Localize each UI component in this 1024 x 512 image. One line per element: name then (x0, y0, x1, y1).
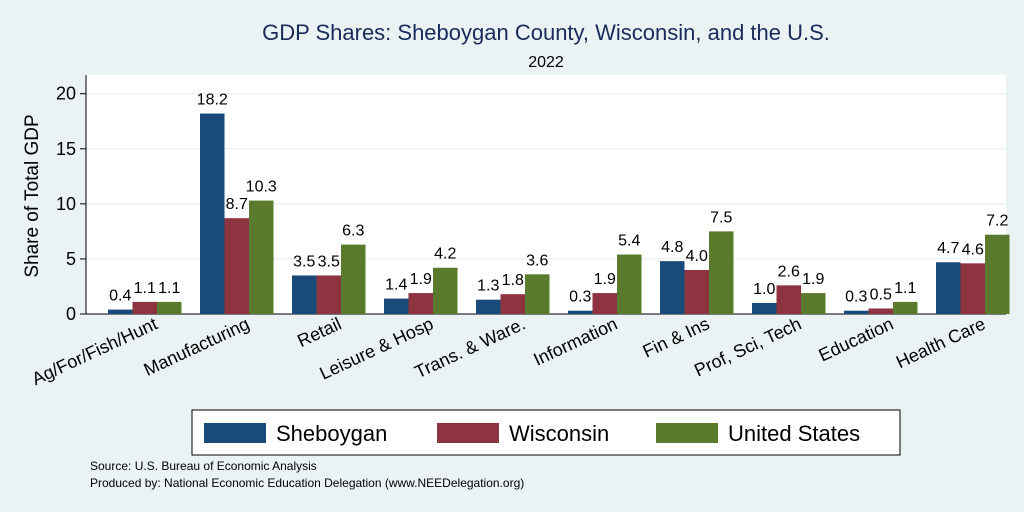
legend-label: Sheboygan (276, 421, 387, 446)
bar (776, 285, 801, 314)
legend-label: Wisconsin (509, 421, 609, 446)
bar (893, 301, 918, 314)
y-tick-label: 0 (66, 304, 76, 324)
data-label: 4.6 (962, 241, 984, 258)
data-label: 1.1 (158, 280, 180, 297)
bar (525, 274, 550, 314)
bar (384, 298, 409, 314)
data-label: 1.9 (410, 271, 432, 288)
data-label: 3.5 (293, 253, 315, 270)
x-tick-label: Information (530, 313, 620, 369)
data-label: 0.3 (845, 289, 867, 306)
bar (709, 231, 734, 314)
data-label: 4.0 (686, 248, 708, 265)
bar (108, 309, 133, 314)
source-note: Source: U.S. Bureau of Economic Analysis (90, 459, 317, 473)
bar (960, 263, 985, 314)
bar (292, 275, 317, 314)
y-tick-label: 10 (56, 194, 76, 214)
bar (157, 301, 182, 314)
bar (592, 293, 617, 314)
x-tick-label: Manufacturing (141, 313, 253, 379)
data-label: 1.9 (802, 271, 824, 288)
chart-subtitle: 2022 (528, 54, 564, 71)
bar (433, 267, 458, 314)
data-label: 0.3 (569, 289, 591, 306)
bar (249, 200, 274, 314)
x-tick-label: Fin & Ins (640, 313, 713, 361)
x-tick-label: Education (815, 313, 896, 365)
x-tick-label: Health Care (893, 313, 989, 372)
data-label: 7.2 (986, 213, 1008, 230)
legend-label: United States (728, 421, 860, 446)
bar (617, 254, 642, 314)
legend-swatch (656, 423, 718, 443)
bar (132, 301, 157, 314)
x-tick-label: Retail (294, 313, 344, 351)
bar (408, 293, 433, 314)
bar (500, 294, 525, 314)
data-label: 1.0 (753, 281, 775, 298)
y-axis-label: Share of Total GDP (22, 114, 43, 277)
bar (868, 308, 893, 314)
data-label: 3.6 (526, 252, 548, 269)
bar (568, 310, 593, 314)
bar (476, 299, 501, 314)
chart-title: GDP Shares: Sheboygan County, Wisconsin,… (262, 20, 830, 45)
bar (341, 244, 366, 314)
data-label: 8.7 (226, 196, 248, 213)
legend-swatch (204, 423, 266, 443)
data-label: 4.2 (434, 246, 456, 263)
plot-area: 0 5 10 15 20 0.4 18.2 3.5 1.4 1.3 0.3 4.8 1.0 0.3 4.7 1… (29, 75, 1010, 389)
legend: Sheboygan Wisconsin United States (191, 409, 901, 456)
bar (936, 262, 961, 314)
bar (660, 261, 685, 314)
data-label: 1.1 (134, 280, 156, 297)
y-tick-label: 15 (56, 139, 76, 159)
data-label: 1.4 (385, 277, 407, 294)
produced-by-note: Produced by: National Economic Education… (90, 476, 524, 490)
bar (684, 269, 709, 314)
data-label: 4.7 (937, 240, 959, 257)
bar (985, 234, 1010, 314)
bar (200, 113, 225, 314)
bar (801, 293, 826, 314)
data-label: 7.5 (710, 209, 732, 226)
data-label: 10.3 (246, 179, 277, 196)
data-label: 18.2 (197, 92, 228, 109)
y-tick-label: 5 (66, 249, 76, 269)
data-label: 6.3 (342, 223, 364, 240)
y-tick-label: 20 (56, 84, 76, 104)
data-label: 1.3 (477, 278, 499, 295)
data-label: 0.4 (109, 288, 131, 305)
data-label: 5.4 (618, 233, 640, 250)
x-tick-label: Ag/For/Fish/Hunt (29, 313, 161, 389)
data-label: 3.5 (318, 253, 340, 270)
data-label: 2.6 (778, 263, 800, 280)
bar (844, 310, 869, 314)
data-label: 1.8 (502, 272, 524, 289)
bar (316, 275, 341, 314)
data-label: 1.9 (594, 271, 616, 288)
data-label: 0.5 (870, 286, 892, 303)
bar (752, 302, 777, 314)
legend-swatch (437, 423, 499, 443)
data-label: 1.1 (894, 280, 916, 297)
data-label: 4.8 (661, 239, 683, 256)
legend-box (191, 409, 901, 456)
bar (224, 218, 249, 314)
